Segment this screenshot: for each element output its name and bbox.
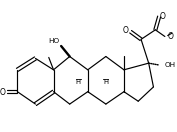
Text: O: O (168, 32, 174, 41)
Text: O: O (123, 26, 129, 35)
Text: OH: OH (165, 62, 176, 68)
Text: H: H (103, 79, 108, 85)
Text: H: H (76, 79, 81, 85)
Text: HO: HO (48, 38, 59, 44)
Text: O: O (160, 12, 166, 21)
Text: O: O (0, 88, 5, 97)
